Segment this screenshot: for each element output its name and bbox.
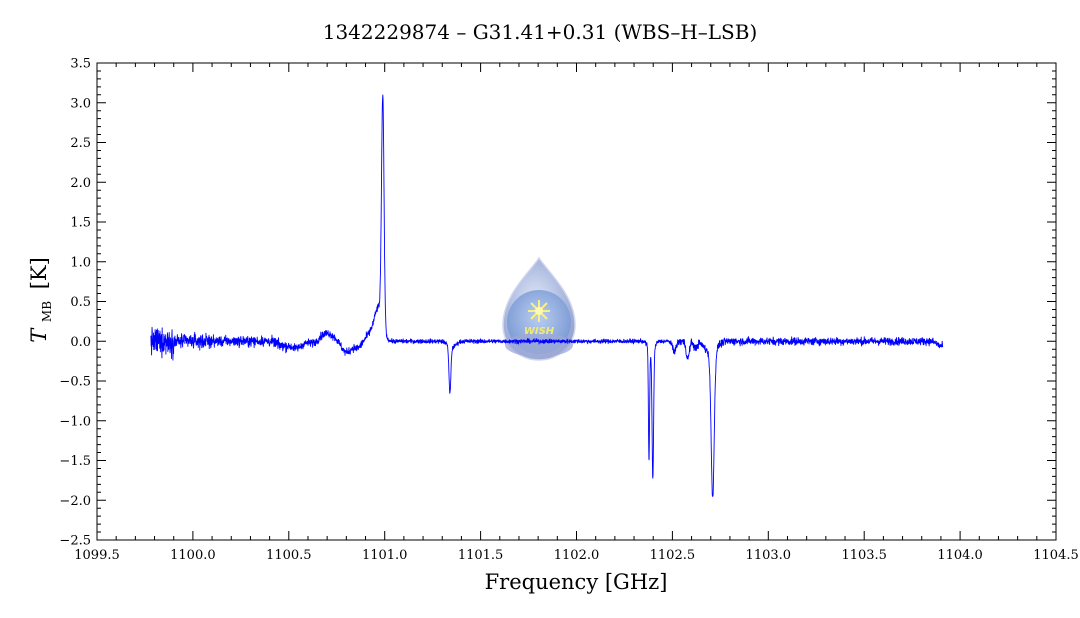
spectrum-series <box>150 94 944 497</box>
x-tick-label: 1103.5 <box>841 548 887 563</box>
x-tick-label: 1102.0 <box>554 548 600 563</box>
y-tick-label: −2.0 <box>59 494 91 509</box>
x-axis-label: Frequency [GHz] <box>485 570 668 594</box>
y-tick-label: 3.5 <box>70 57 91 72</box>
y-tick-label: 1.0 <box>70 255 91 270</box>
y-axis-label-unit: [K] <box>27 257 51 289</box>
y-tick-label: −0.5 <box>59 375 91 390</box>
x-tick-label: 1101.5 <box>458 548 504 563</box>
x-tick-label: 1104.5 <box>1033 548 1079 563</box>
x-tick-label: 1103.0 <box>746 548 792 563</box>
y-axis-label: T MB [K] <box>27 257 56 343</box>
y-tick-labels: 3.5 3.0 2.5 2.0 1.5 1.0 0.5 0.0 −0.5 −1.0 −1.5 −2.0… <box>59 57 91 549</box>
y-axis-label-main: T <box>27 327 51 343</box>
y-tick-label: −1.0 <box>59 414 91 429</box>
axis-ticks <box>96 62 1057 541</box>
wish-logo-text: WISH <box>524 326 555 337</box>
x-tick-label: 1100.5 <box>266 548 312 563</box>
y-tick-label: −1.5 <box>59 454 91 469</box>
spectrum-line <box>150 94 944 497</box>
chart-title: 1342229874 – G31.41+0.31 (WBS–H–LSB) <box>323 20 758 44</box>
tick-marks <box>96 62 1057 541</box>
y-axis-label-sub: MB <box>40 301 54 322</box>
y-tick-label: −2.5 <box>59 534 91 549</box>
y-tick-label: 0.0 <box>70 335 91 350</box>
plot-frame <box>96 62 1057 541</box>
x-tick-label: 1100.0 <box>170 548 216 563</box>
y-tick-label: 0.5 <box>70 295 91 310</box>
y-tick-label: 2.5 <box>70 136 91 151</box>
x-tick-label: 1102.5 <box>650 548 696 563</box>
y-tick-label: 2.0 <box>70 176 91 191</box>
svg-text:T MB [K]: T MB [K] <box>27 257 56 343</box>
y-tick-label: 3.0 <box>70 96 91 111</box>
x-tick-label: 1104.0 <box>937 548 983 563</box>
x-tick-label: 1099.5 <box>74 548 120 563</box>
x-tick-label: 1101.0 <box>362 548 408 563</box>
y-tick-label: 1.5 <box>70 216 91 231</box>
x-tick-labels: 1099.5 1100.0 1100.5 1101.0 1101.5 1102.0 1102… <box>74 548 1079 563</box>
wish-logo: WISH <box>502 256 576 361</box>
